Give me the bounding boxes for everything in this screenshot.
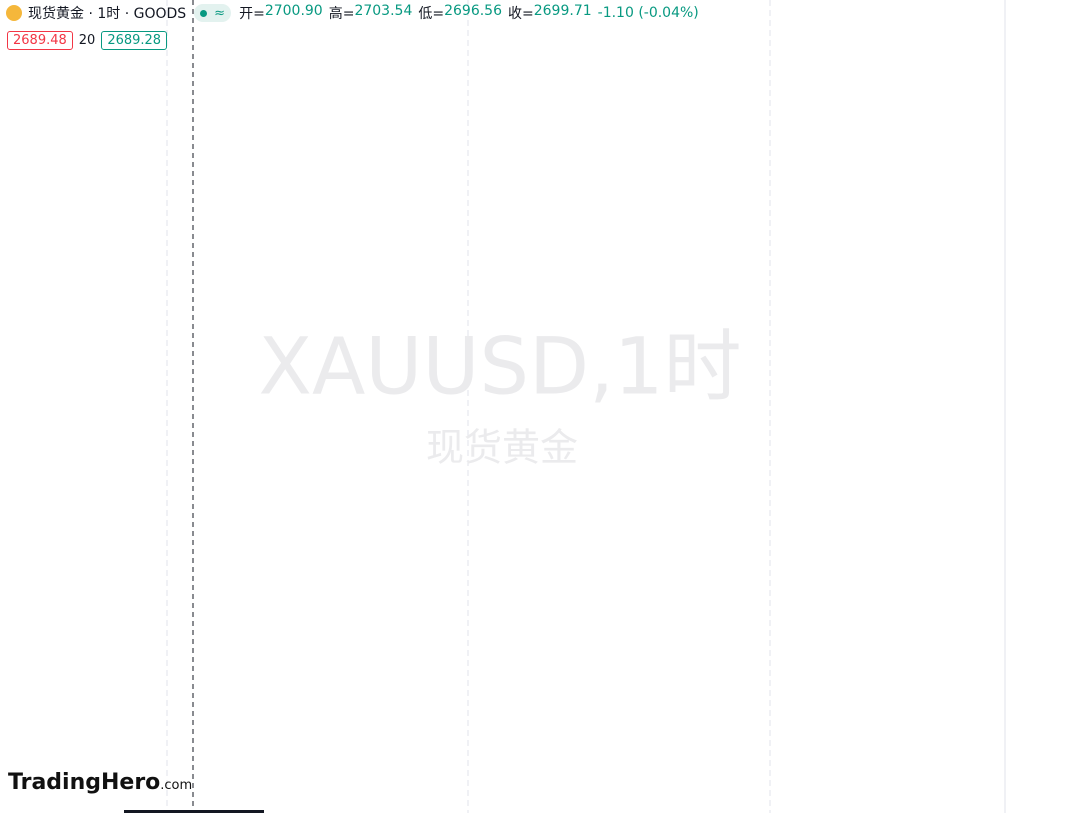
order-boxes: 2689.48 20 2689.28 (7, 31, 168, 50)
ohlc-value: 2696.56 (444, 3, 502, 19)
ohlc-label: 开= (239, 6, 265, 22)
symbol-title: 现货黄金 · 1时 · GOODS (28, 6, 187, 22)
watermark-name: 现货黄金 (426, 426, 578, 470)
buy-price[interactable]: 2689.28 (101, 31, 168, 50)
badge-text: ≈ (214, 5, 226, 21)
status-badge[interactable]: ≈ (194, 4, 232, 22)
ohlc-label: 收= (508, 6, 534, 22)
legend-header: 现货黄金 · 1时 · GOODS ≈ 开= 2700.90 高= 2703.54 低=… (6, 3, 705, 23)
ohlc-value: 2700.90 (264, 3, 323, 19)
ohlc: 开= 2700.90 高= 2703.54 低= 2696.56 收= 2699.71 (239, 3, 598, 23)
logo: TradingHero.com (8, 770, 192, 795)
logo-brand: TradingHero (8, 770, 160, 795)
logo-suffix: .com (160, 778, 192, 793)
vertical-grid (166, 0, 771, 813)
ohlc-value: 2703.54 (354, 3, 413, 19)
ohlc-value: 2699.71 (533, 3, 592, 19)
sell-price[interactable]: 2689.48 (7, 31, 73, 50)
status-dot (200, 9, 208, 17)
watermark-symbol: XAUUSD,1时 (259, 322, 742, 412)
spread: 20 (78, 33, 96, 48)
ohlc-label: 低= (418, 6, 445, 22)
symbol-icon (6, 5, 22, 21)
time-selection (124, 810, 264, 813)
change: -1.10 (-0.04%) (597, 5, 699, 21)
ohlc-label: 高= (328, 6, 355, 22)
